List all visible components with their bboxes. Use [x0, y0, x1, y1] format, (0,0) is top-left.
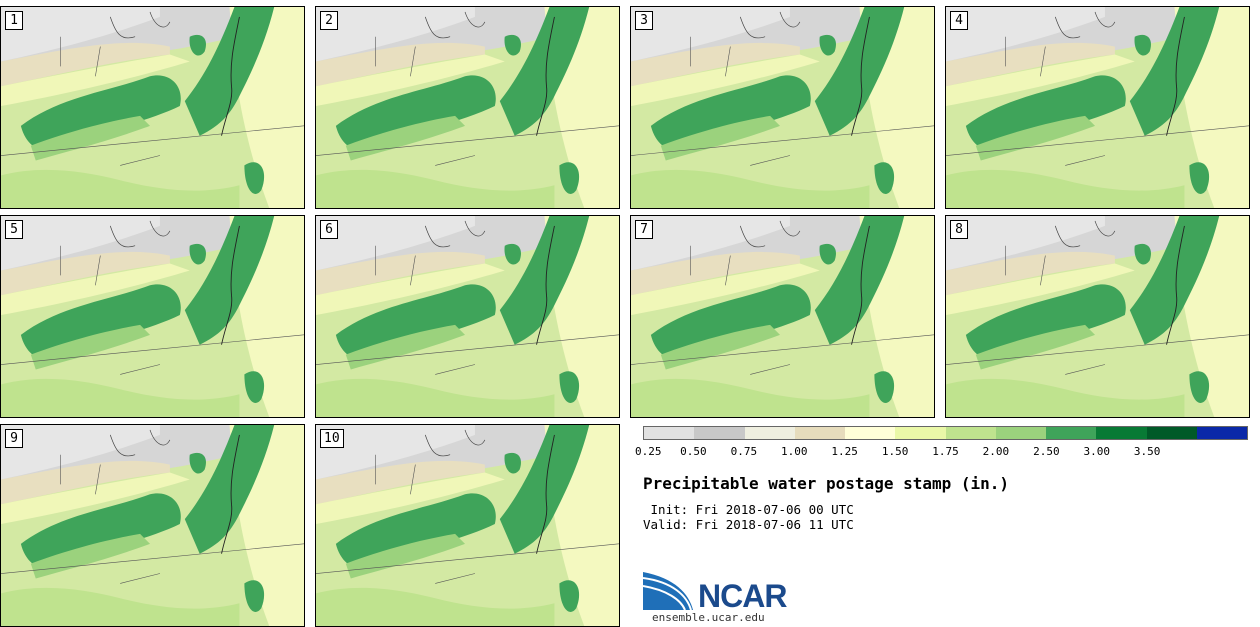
colorbar-segment: [845, 427, 896, 439]
panel-number: 3: [635, 11, 653, 30]
init-time: Init: Fri 2018-07-06 00 UTC: [643, 502, 854, 517]
colorbar-segment: [895, 427, 946, 439]
panel-number: 2: [320, 11, 338, 30]
ensemble-member-panel-5: 5: [0, 215, 305, 418]
panel-number: 9: [5, 429, 23, 448]
colorbar-segment: [644, 427, 695, 439]
colorbar-tick-label: 2.50: [1033, 445, 1060, 458]
ncar-logo-icon: [643, 572, 693, 611]
colorbar-segment: [1146, 427, 1197, 439]
ensemble-member-panel-8: 8: [945, 215, 1250, 418]
ensemble-member-panel-6: 6: [315, 215, 620, 418]
panel-number: 7: [635, 220, 653, 239]
panel-number: 6: [320, 220, 338, 239]
colorbar-segment: [995, 427, 1046, 439]
colorbar-tick-label: 0.75: [730, 445, 758, 458]
valid-time: Valid: Fri 2018-07-06 11 UTC: [643, 517, 854, 532]
ncar-logo-text: NCAR: [698, 578, 787, 614]
panel-number: 8: [950, 220, 968, 239]
panel-number: 10: [320, 429, 344, 448]
colorbar-tick-label: 1.75: [932, 445, 959, 458]
colorbar-tick-label: 1.50: [881, 445, 909, 458]
ensemble-member-panel-7: 7: [630, 215, 935, 418]
colorbar: [643, 426, 1248, 440]
colorbar-tick-label: 3.50: [1133, 445, 1161, 458]
ensemble-member-panel-1: 1: [0, 6, 305, 209]
colorbar-tick-label: 1.25: [831, 445, 858, 458]
colorbar-segment: [1196, 427, 1247, 439]
time-info: Init: Fri 2018-07-06 00 UTC Valid: Fri 2…: [643, 502, 854, 532]
colorbar-tick-label: 1.00: [781, 445, 808, 458]
colorbar-ticks: 0.25 0.50 0.75 1.00 1.25 1.50 1.75 2.00 2.50 3.00…: [635, 445, 1248, 459]
panel-number: 4: [950, 11, 968, 30]
colorbar-tick-label: 2.00: [982, 445, 1010, 458]
ensemble-member-panel-3: 3: [630, 6, 935, 209]
colorbar-segment: [1046, 427, 1097, 439]
ensemble-member-panel-10: 10: [315, 424, 620, 627]
panel-number: 5: [5, 220, 23, 239]
colorbar-segment: [744, 427, 795, 439]
colorbar-tick-label: 0.25: [635, 445, 662, 458]
chart-title: Precipitable water postage stamp (in.): [643, 474, 1010, 493]
ensemble-member-panel-2: 2: [315, 6, 620, 209]
colorbar-tick-label: 3.00: [1083, 445, 1111, 458]
website-url: ensemble.ucar.edu: [652, 611, 765, 624]
colorbar-segment: [945, 427, 996, 439]
colorbar-segment: [1096, 427, 1147, 439]
ensemble-member-panel-9: 9: [0, 424, 305, 627]
ensemble-member-panel-4: 4: [945, 6, 1250, 209]
colorbar-tick-label: 0.50: [680, 445, 707, 458]
panel-number: 1: [5, 11, 23, 30]
colorbar-segment: [794, 427, 845, 439]
colorbar-segment: [694, 427, 745, 439]
